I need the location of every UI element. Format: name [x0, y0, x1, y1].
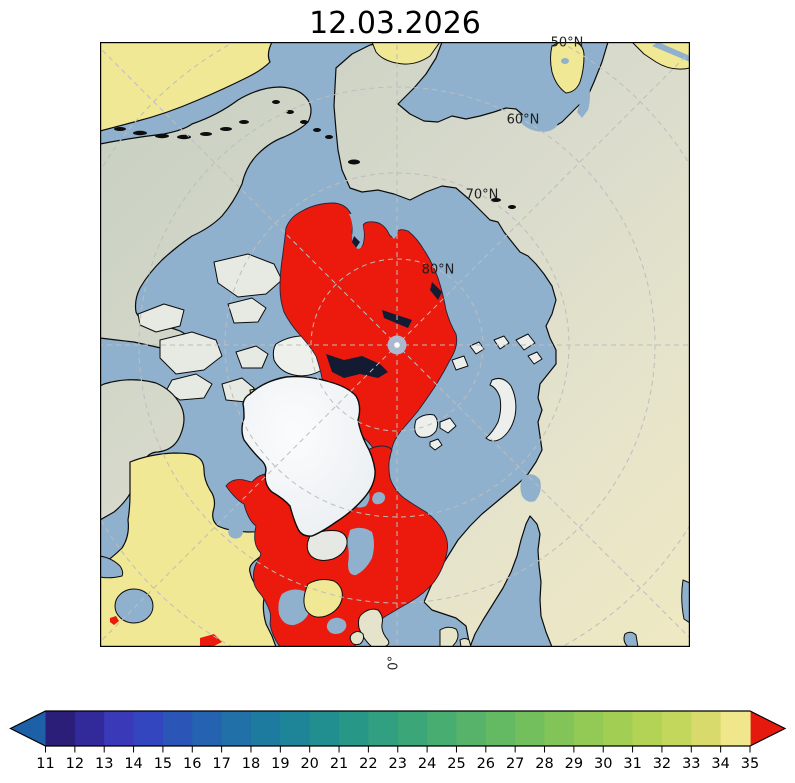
colorbar-tick-label: 29 — [565, 756, 583, 772]
colorbar-cell — [309, 711, 340, 746]
colorbar-cell — [661, 711, 692, 746]
eurasia-landmass — [333, 42, 690, 647]
figure-title: 12.03.2026 — [309, 6, 481, 41]
colorbar-tick-label: 26 — [477, 756, 495, 772]
arctic-map — [100, 42, 690, 647]
lakes — [623, 579, 690, 647]
colorbar-cell — [427, 711, 458, 746]
colorbar-tick-label: 22 — [359, 756, 377, 772]
colorbar-cell — [603, 711, 634, 746]
colorbar-tick-label: 30 — [594, 756, 612, 772]
colorbar-tick-label: 11 — [36, 756, 54, 772]
colorbar-cell — [133, 711, 164, 746]
colorbar-cell — [632, 711, 663, 746]
uk-denmark-lands — [349, 608, 472, 647]
colorbar-tick-label: 32 — [653, 756, 671, 772]
colorbar-tick-label: 31 — [623, 756, 641, 772]
colorbar-tick-label: 14 — [124, 756, 142, 772]
map-border — [100, 42, 690, 647]
colorbar-tick-label: 33 — [682, 756, 700, 772]
colorbar-tick-label: 23 — [389, 756, 407, 772]
colorbar-tick-label: 28 — [535, 756, 553, 772]
west-bay — [100, 555, 124, 579]
colorbar-cell — [456, 711, 487, 746]
graticule-label-0: 0° — [386, 655, 402, 671]
colorbar-cell — [397, 711, 428, 746]
colorbar-tick-label: 20 — [300, 756, 318, 772]
ob-inlet — [520, 108, 558, 132]
colorbar-tick-label: 24 — [418, 756, 436, 772]
colorbar-cell — [368, 711, 399, 746]
colorbar-cell — [162, 711, 193, 746]
colorbar-tick-label: 12 — [66, 756, 84, 772]
colorbar-under-arrow — [10, 711, 46, 746]
colorbar-cell — [250, 711, 281, 746]
colorbar-cell — [192, 711, 223, 746]
colorbar-tick-label: 27 — [506, 756, 524, 772]
island-lake — [561, 58, 569, 64]
map-graphic — [100, 42, 690, 647]
iceland — [306, 530, 348, 561]
white-sea-inlet — [520, 474, 541, 502]
colorbar-over-arrow — [750, 711, 785, 746]
hudson-bay — [114, 588, 154, 624]
graticule-label-80N: 80°N — [421, 262, 455, 278]
north-pole-marker — [387, 335, 407, 355]
colorbar-tick-label: 17 — [212, 756, 230, 772]
barents-islands — [414, 333, 543, 451]
greenland-ice-sheet — [241, 375, 376, 537]
colorbar-cell — [221, 711, 252, 746]
colorbar: 11 12 13 14 15 16 17 18 19 20 21 22 23 24 25 26 27 28 29 30… — [9, 710, 787, 772]
yenisei-inlet — [577, 82, 590, 118]
colorbar-cell — [280, 711, 311, 746]
colorbar-tick-label: 35 — [741, 756, 759, 772]
colorbar-cell — [573, 711, 604, 746]
graticule-label-50N: 50°N — [550, 35, 584, 51]
colorbar-tick-label: 19 — [271, 756, 289, 772]
colorbar-tick-label: 18 — [242, 756, 260, 772]
colorbar-cell — [104, 711, 135, 746]
colorbar-cell — [691, 711, 722, 746]
colorbar-tick-label: 21 — [330, 756, 348, 772]
colorbar-tick-label: 16 — [183, 756, 201, 772]
labrador-red-dot — [200, 634, 222, 647]
chukotka-yellow-cap — [371, 42, 441, 65]
small-red-dot — [110, 616, 119, 625]
graticule-label-70N: 70°N — [465, 187, 499, 203]
colorbar-tick-label: 13 — [95, 756, 113, 772]
island-50n-yellow — [550, 42, 585, 94]
alaska-yellow-land — [100, 42, 273, 132]
colorbar-tick-label: 34 — [711, 756, 729, 772]
colorbar-tick-label: 25 — [447, 756, 465, 772]
colorbar-cell — [74, 711, 105, 746]
graticule-label-60N: 60°N — [506, 112, 540, 128]
corner-strait — [652, 42, 690, 62]
colorbar-cell — [45, 711, 76, 746]
colorbar-tick-label: 15 — [154, 756, 172, 772]
colorbar-cell — [339, 711, 369, 746]
colorbar-cell — [720, 711, 751, 746]
colorbar-cell — [544, 711, 575, 746]
colorbar-cell — [485, 711, 516, 746]
colorbar-cell — [515, 711, 546, 746]
